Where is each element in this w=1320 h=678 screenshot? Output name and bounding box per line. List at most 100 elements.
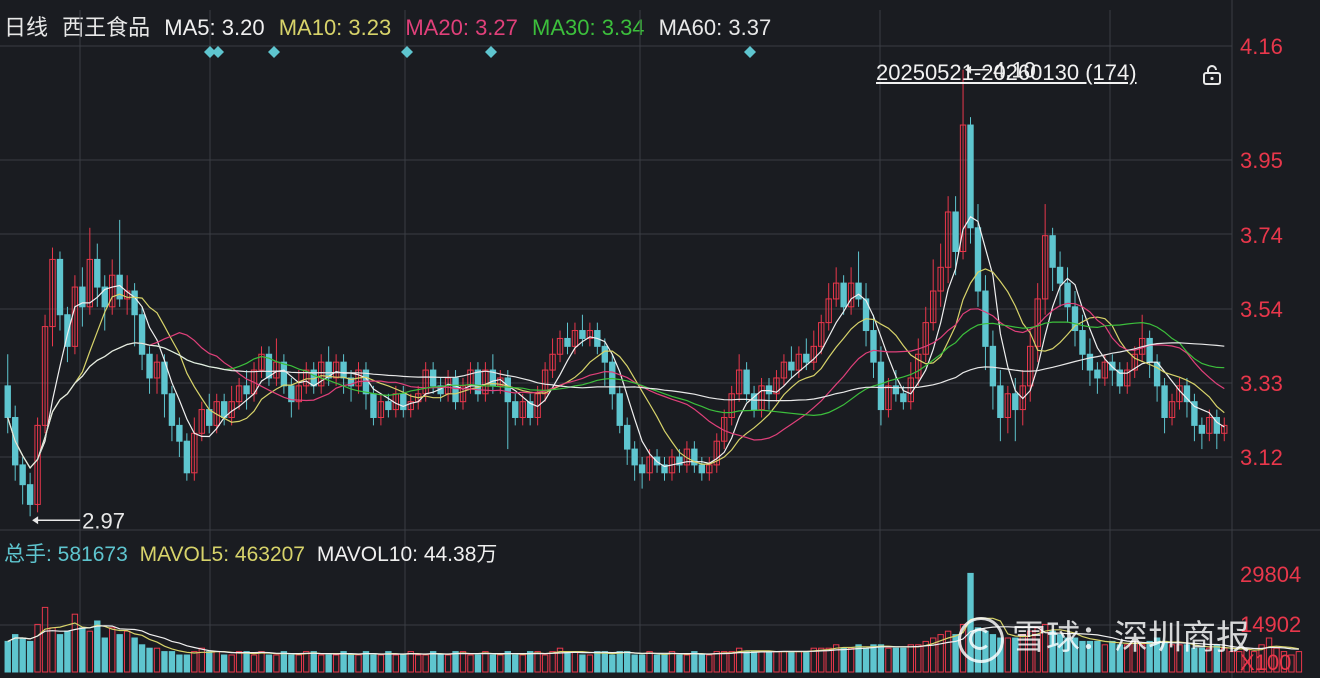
candle-body bbox=[131, 290, 138, 316]
volume-bar bbox=[847, 647, 855, 673]
volume-bar bbox=[855, 644, 862, 673]
volume-bar bbox=[131, 637, 138, 673]
candle-body bbox=[280, 361, 288, 387]
event-marker-icon bbox=[204, 46, 216, 58]
volume-bar bbox=[422, 654, 429, 673]
watermark: 雪球：深圳商报 bbox=[958, 610, 1250, 663]
candle-body bbox=[1213, 416, 1220, 434]
candle-body bbox=[832, 282, 840, 300]
candle-body bbox=[332, 361, 340, 379]
candle-body bbox=[385, 401, 392, 411]
volume-bar bbox=[228, 654, 235, 673]
candle-body bbox=[519, 401, 526, 418]
volume-bar bbox=[922, 640, 929, 673]
xueqiu-logo-icon bbox=[958, 616, 1004, 663]
volume-bar bbox=[400, 654, 407, 673]
candle-body bbox=[601, 345, 608, 363]
volume-bar bbox=[519, 654, 526, 673]
volume-bar bbox=[444, 654, 452, 673]
candle-body bbox=[974, 227, 982, 292]
candle-body bbox=[847, 282, 855, 308]
event-marker-icon bbox=[212, 46, 224, 58]
candle-body bbox=[198, 409, 205, 434]
volume-bar bbox=[176, 654, 183, 673]
volume-bar bbox=[109, 627, 116, 673]
high-arrow-head bbox=[965, 65, 972, 74]
candle-body bbox=[579, 330, 586, 339]
volume-bar bbox=[168, 651, 176, 673]
event-marker-icon bbox=[485, 46, 497, 58]
volume-bar bbox=[721, 651, 728, 673]
volume-bar bbox=[1228, 651, 1235, 673]
candle-body bbox=[429, 369, 437, 387]
price-axis-label: 3.74 bbox=[1240, 223, 1283, 248]
candle-body bbox=[556, 337, 564, 355]
candle-body bbox=[1012, 393, 1019, 411]
volume-bar bbox=[34, 623, 41, 673]
candle-body bbox=[855, 282, 862, 300]
candle-body bbox=[377, 401, 385, 418]
volume-bar bbox=[624, 651, 631, 673]
volume-bar bbox=[1221, 647, 1228, 673]
volume-bar bbox=[161, 651, 168, 673]
candle-body bbox=[1221, 424, 1228, 434]
ma5-line bbox=[7, 215, 1225, 469]
volume-bar bbox=[683, 654, 691, 673]
volume-bar bbox=[347, 654, 355, 673]
candle-body bbox=[1146, 337, 1153, 363]
volume-bar bbox=[101, 637, 108, 673]
candle-body bbox=[773, 377, 780, 395]
candle-body bbox=[1161, 385, 1168, 418]
volume-bar bbox=[594, 651, 601, 673]
volume-bar bbox=[489, 654, 497, 673]
candle-body bbox=[1198, 424, 1206, 434]
ma5-indicator: MA5: 3.20 bbox=[164, 15, 265, 40]
volume-bar bbox=[653, 654, 661, 673]
ma30-indicator: MA30: 3.34 bbox=[532, 15, 645, 40]
volume-bar bbox=[318, 654, 325, 673]
candle-body bbox=[1079, 330, 1086, 355]
ma10-line bbox=[7, 268, 1225, 469]
candle-body bbox=[937, 266, 944, 292]
candle-body bbox=[892, 385, 900, 395]
volume-bar bbox=[437, 654, 444, 673]
volume-bar bbox=[183, 654, 191, 673]
volume-bar bbox=[19, 637, 26, 673]
event-marker-icon bbox=[744, 46, 756, 58]
candle-body bbox=[624, 424, 631, 450]
volume-bar bbox=[818, 647, 825, 673]
period-label[interactable]: 日线 bbox=[4, 15, 49, 40]
lock-icon[interactable] bbox=[1201, 64, 1223, 86]
candle-body bbox=[512, 401, 519, 418]
volume-bar bbox=[1101, 644, 1109, 673]
candle-body bbox=[1027, 345, 1034, 387]
volume-bar bbox=[698, 654, 706, 673]
volume-bar bbox=[773, 651, 780, 673]
volume-bar bbox=[549, 651, 556, 673]
candle-body bbox=[571, 330, 579, 347]
candle-body bbox=[146, 353, 153, 379]
candle-body bbox=[1071, 306, 1079, 332]
candle-body bbox=[795, 353, 803, 371]
volume-bar bbox=[1064, 637, 1071, 673]
candle-body bbox=[1049, 235, 1056, 268]
candle-body bbox=[997, 385, 1004, 418]
candle-body bbox=[803, 353, 810, 363]
candle-body bbox=[1168, 401, 1176, 418]
candle-body bbox=[944, 211, 952, 268]
volume-bar bbox=[1109, 640, 1116, 673]
volume-bar bbox=[474, 654, 482, 673]
watermark-text: 雪球：深圳商报 bbox=[1012, 618, 1250, 658]
date-range-label[interactable]: 20250521-20260130 (174) bbox=[876, 60, 1137, 85]
candle-body bbox=[1041, 235, 1049, 300]
candle-body bbox=[49, 258, 56, 328]
volume-bar bbox=[728, 651, 735, 673]
volume-bar bbox=[340, 651, 347, 673]
candle-body bbox=[982, 290, 989, 347]
volume-bar bbox=[191, 651, 198, 673]
candle-body bbox=[176, 424, 183, 442]
volume-bar bbox=[295, 654, 302, 673]
high-label: 4.10 bbox=[993, 58, 1036, 83]
candle-body bbox=[922, 322, 929, 355]
